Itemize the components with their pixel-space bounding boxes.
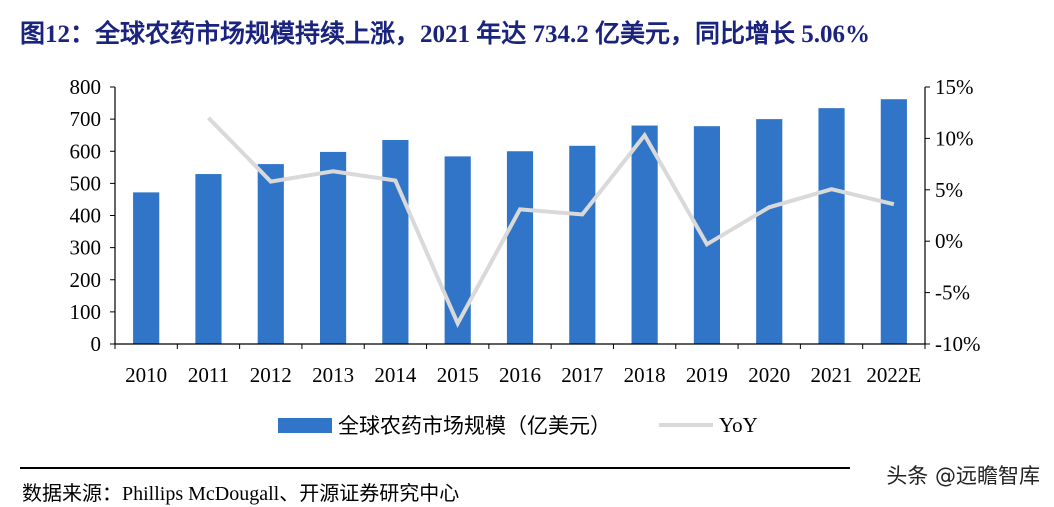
divider (20, 467, 850, 469)
right-tick-label: 15% (935, 75, 974, 99)
x-tick-label: 2011 (188, 363, 229, 387)
x-tick-label: 2010 (125, 363, 167, 387)
bar-2012 (257, 164, 284, 344)
right-tick-label: 10% (935, 126, 974, 150)
bar-2019 (693, 126, 721, 344)
right-tick-label: 5% (935, 178, 963, 202)
bar-2015 (444, 156, 471, 344)
right-tick-label: -5% (935, 281, 970, 305)
left-tick-label: 800 (70, 75, 102, 99)
x-tick-label: 2020 (748, 363, 790, 387)
x-tick-label: 2018 (624, 363, 666, 387)
x-tick-label: 2015 (437, 363, 479, 387)
legend: 全球农药市场规模（亿美元） YoY (278, 410, 758, 440)
bar-2017 (569, 145, 596, 344)
bar-2013 (319, 151, 347, 344)
bar-2022E (880, 99, 907, 345)
bar-2011 (195, 174, 222, 344)
bar-2018 (631, 125, 658, 344)
right-tick-label: -10% (935, 332, 981, 356)
bar-2020 (756, 119, 783, 344)
x-tick-label: 2022E (866, 363, 921, 387)
left-tick-label: 200 (70, 268, 102, 292)
left-tick-label: 600 (70, 139, 102, 163)
legend-swatch-bar (278, 417, 332, 433)
left-tick-label: 300 (70, 236, 102, 260)
x-tick-label: 2012 (250, 363, 292, 387)
watermark: 头条 @远瞻智库 (886, 464, 1040, 488)
bar-2014 (382, 140, 409, 344)
x-tick-label: 2021 (811, 363, 853, 387)
left-tick-label: 500 (70, 171, 102, 195)
x-tick-label: 2013 (312, 363, 354, 387)
legend-swatch-line (659, 423, 713, 427)
left-tick-label: 400 (70, 204, 102, 228)
left-tick-label: 700 (70, 107, 102, 131)
legend-label-line: YoY (719, 412, 758, 437)
left-tick-label: 0 (91, 332, 102, 356)
yoy-line (207, 116, 895, 328)
legend-label-bar: 全球农药市场规模（亿美元） (338, 414, 611, 438)
bar-2010 (133, 192, 160, 344)
bar-2021 (818, 108, 845, 345)
right-tick-label: 0% (935, 229, 963, 253)
x-tick-label: 2019 (686, 363, 728, 387)
source-note: 数据来源：Phillips McDougall、开源证券研究中心 (22, 483, 460, 505)
bar-2016 (506, 151, 534, 344)
left-tick-label: 100 (70, 300, 102, 324)
chart-title: 图12：全球农药市场规模持续上涨，2021 年达 734.2 亿美元，同比增长 … (20, 21, 871, 48)
x-tick-label: 2014 (374, 363, 417, 387)
x-tick-label: 2016 (499, 363, 541, 387)
x-tick-label: 2017 (561, 363, 603, 387)
combo-chart: 0 100 200 300 400 500 600 700 800 -10% -5% 0% 5% 10% 1… (70, 75, 981, 387)
